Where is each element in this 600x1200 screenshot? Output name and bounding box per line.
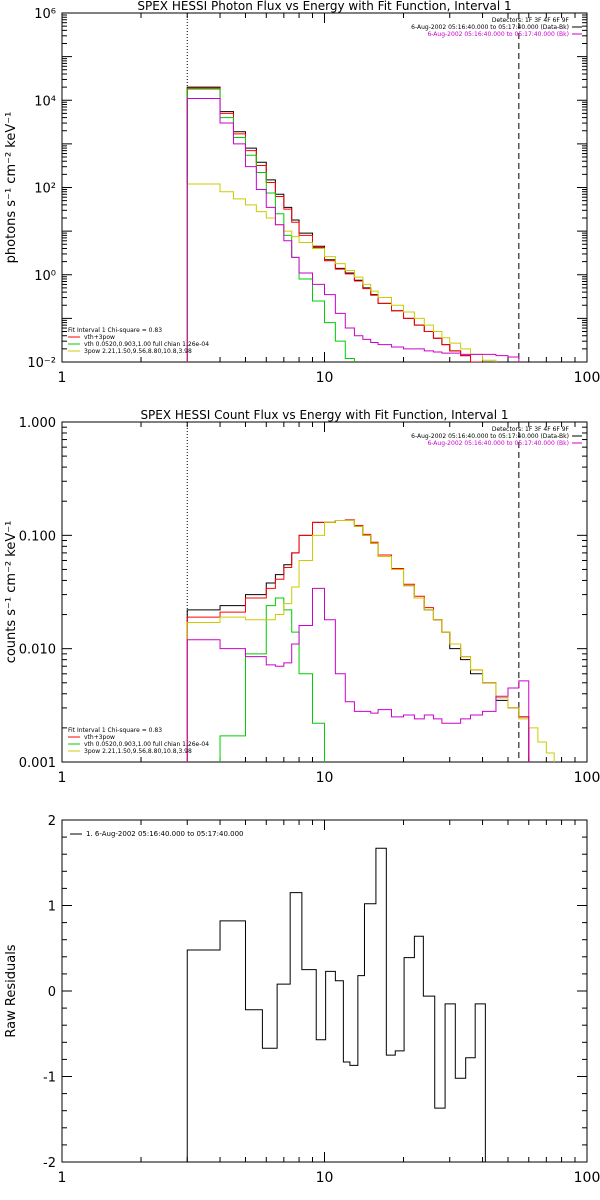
y-axis-ticks [62, 819, 587, 1163]
legend: Fit Interval 1 Chi-square = 0.83vth+3pow… [68, 727, 209, 755]
series-line-1 [186, 87, 484, 362]
x-tick-label: 10 [316, 770, 334, 786]
legend-label: vth+3pow [84, 334, 115, 341]
chart-title: SPEX HESSI Photon Flux vs Energy with Fi… [137, 0, 511, 13]
y-tick-label: 10⁶ [34, 7, 56, 22]
y-tick-label: 1.000 [19, 416, 56, 431]
chart-panel-3: 1 10 100 -2 -1 0 1 2 Raw Residuals 1. 6-Aug-2002 … [4, 814, 600, 1186]
y-tick-label: -2 [43, 1156, 56, 1171]
y-axis-ticks [62, 14, 587, 363]
legend-label: vth 0.0520,0.903,1.00 full chian 1.26e-0… [84, 341, 209, 348]
series-group [186, 519, 555, 762]
header-text: 6-Aug-2002 05:16:40.000 to 05:17:40.000 … [411, 433, 569, 440]
y-axis-label: counts s⁻¹ cm⁻² keV⁻¹ [4, 521, 19, 664]
y-tick-label: 0.001 [19, 756, 56, 771]
y-axis-ticks [62, 426, 587, 763]
x-axis-ticks [61, 820, 576, 1162]
series-line-2 [186, 88, 355, 362]
series-line-3 [186, 520, 555, 762]
plot-frame [61, 819, 588, 1163]
x-tick-label: 1 [58, 1170, 67, 1186]
chart-panel-2: 1 10 100 0.001 0.010 0.100 1.000 counts s⁻¹ cm⁻… [4, 408, 600, 786]
series-line-0 [186, 847, 486, 1162]
x-axis-ticks [61, 422, 576, 762]
y-tick-label: 2 [48, 814, 56, 829]
y-tick-label: 1 [48, 900, 56, 915]
y-tick-label: 0 [48, 985, 56, 1000]
header-text: 6-Aug-2002 05:16:40.000 to 05:17:40.000 … [411, 24, 569, 31]
x-tick-label: 1 [58, 770, 67, 786]
legend-label: 1. 6-Aug-2002 05:16:40.000 to 05:17:40.0… [86, 830, 244, 838]
y-axis-label: photons s⁻¹ cm⁻² keV⁻¹ [4, 112, 19, 264]
chart-panel-1: 1 10 100 10⁻² 10⁰ 10² 10⁴ 10⁶ photons s⁻¹ cm⁻² k… [4, 0, 600, 386]
x-tick-label: 100 [574, 1170, 600, 1186]
series-line-3 [186, 183, 497, 362]
series-group [186, 86, 520, 362]
y-tick-label: 10² [34, 182, 56, 197]
series-line-4 [186, 587, 530, 762]
series-group [186, 847, 486, 1162]
header-text: Detectors: 1F 3F 4F 6F 9F [492, 17, 570, 24]
y-tick-label: 10⁰ [34, 269, 56, 284]
legend-label: 3pow 2.21,1.50,9.56,8.80,10.8,3.98 [84, 748, 192, 755]
series-line-2 [219, 597, 325, 762]
series-line-4 [186, 97, 520, 362]
legend: Fit Interval 1 Chi-square = 0.83vth+3pow… [68, 327, 209, 355]
y-tick-label: -1 [43, 1071, 56, 1086]
x-tick-label: 10 [316, 370, 334, 386]
x-tick-label: 100 [574, 370, 600, 386]
legend-label: vth 0.0520,0.903,1.00 full chian 1.26e-0… [84, 741, 209, 748]
y-tick-label: 0.010 [19, 643, 56, 658]
y-tick-label: 10⁴ [34, 94, 56, 109]
legend: 1. 6-Aug-2002 05:16:40.000 to 05:17:40.0… [70, 830, 244, 838]
fit-info-text: Fit Interval 1 Chi-square = 0.83 [68, 327, 162, 334]
header-text: 6-Aug-2002 05:16:40.000 to 05:17:40.000 … [427, 440, 569, 447]
y-tick-label: 0.100 [19, 529, 56, 544]
x-tick-label: 100 [574, 770, 600, 786]
header-text: 6-Aug-2002 05:16:40.000 to 05:17:40.000 … [427, 31, 569, 38]
y-tick-label: 10⁻² [27, 356, 56, 371]
y-axis-label: Raw Residuals [4, 944, 19, 1037]
x-tick-label: 1 [58, 370, 67, 386]
x-axis-ticks [61, 13, 576, 362]
header-text: Detectors: 1F 3F 4F 6F 9F [492, 426, 570, 433]
x-tick-label: 10 [316, 1170, 334, 1186]
fit-info-text: Fit Interval 1 Chi-square = 0.83 [68, 727, 162, 734]
legend-label: vth+3pow [84, 734, 115, 741]
series-line-0 [186, 86, 484, 362]
legend-label: 3pow 2.21,1.50,9.56,8.80,10.8,3.98 [84, 348, 192, 355]
chart-title: SPEX HESSI Count Flux vs Energy with Fit… [140, 408, 508, 422]
